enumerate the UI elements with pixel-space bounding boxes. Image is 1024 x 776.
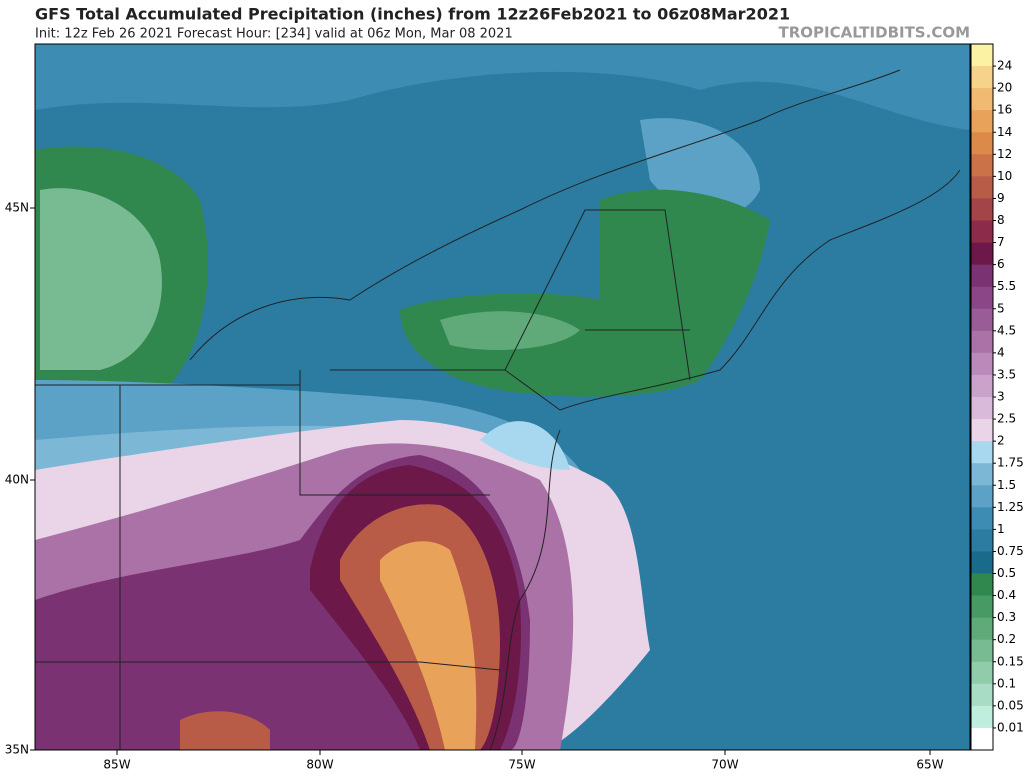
watermark: TROPICALTIDBITS.COM — [779, 24, 971, 42]
colorbar-label: 0.01 — [997, 720, 1024, 734]
colorbar-label: 0.3 — [997, 610, 1016, 624]
colorbar-swatch — [971, 154, 993, 177]
colorbar-swatch — [971, 88, 993, 111]
colorbar-label: 2 — [997, 434, 1005, 448]
colorbar-swatch — [971, 529, 993, 552]
colorbar-label: 14 — [997, 125, 1012, 139]
colorbar-swatch — [971, 419, 993, 442]
lat-label: 45N — [5, 201, 29, 215]
colorbar-swatch — [971, 110, 993, 133]
colorbar-label: 20 — [997, 81, 1012, 95]
colorbar-swatch — [971, 66, 993, 89]
colorbar-swatch — [971, 132, 993, 155]
colorbar-label: 3 — [997, 390, 1005, 404]
colorbar-label: 0.15 — [997, 654, 1024, 668]
colorbar-swatch — [971, 286, 993, 310]
colorbar-swatch — [971, 705, 993, 729]
lat-label: 35N — [5, 743, 29, 757]
lat-label: 40N — [5, 473, 29, 487]
colorbar-swatch — [971, 198, 993, 221]
lon-label: 75W — [508, 758, 535, 772]
colorbar-label: 1.5 — [997, 478, 1016, 492]
colorbar-label: 5 — [997, 301, 1005, 315]
colorbar-label: 1.25 — [997, 500, 1024, 514]
colorbar-label: 4 — [997, 345, 1005, 359]
colorbar-swatch — [971, 374, 993, 398]
lon-label: 65W — [916, 758, 943, 772]
colorbar-swatch — [971, 242, 993, 266]
colorbar-swatch — [971, 176, 993, 199]
colorbar-label: 16 — [997, 103, 1012, 117]
precip-area — [480, 421, 570, 470]
colorbar-swatch — [971, 220, 993, 244]
colorbar-swatch — [971, 639, 993, 663]
colorbar-label: 3.5 — [997, 367, 1016, 381]
colorbar-label: 24 — [997, 59, 1012, 73]
colorbar-label: 0.75 — [997, 544, 1024, 558]
colorbar-label: 7 — [997, 235, 1005, 249]
lon-label: 80W — [306, 758, 333, 772]
precip-area — [380, 541, 477, 750]
colorbar-swatch — [971, 507, 993, 530]
precip-area — [35, 44, 970, 130]
colorbar-label: 8 — [997, 213, 1005, 227]
map: 45N 40N 35N 85W 80W 75W 70W 65W — [5, 43, 971, 772]
colorbar-label: 0.05 — [997, 698, 1024, 712]
colorbar-label: 6 — [997, 257, 1005, 271]
borders — [35, 69, 961, 750]
colorbar-swatch — [971, 573, 993, 597]
colorbar-label: 2.5 — [997, 412, 1016, 426]
colorbar-swatch — [971, 661, 993, 685]
colorbar-swatch — [971, 330, 993, 354]
colorbar-swatch — [971, 352, 993, 376]
colorbar-label: 5.5 — [997, 279, 1016, 293]
colorbar-swatch — [971, 308, 993, 332]
colorbar-label: 0.4 — [997, 588, 1016, 602]
subtitle: Init: 12z Feb 26 2021 Forecast Hour: [23… — [35, 27, 513, 42]
colorbar-swatch — [971, 683, 993, 707]
precip-area — [40, 188, 162, 370]
colorbar-swatch — [971, 551, 993, 574]
colorbar-swatch — [971, 727, 993, 751]
colorbar-label: 0.2 — [997, 632, 1016, 646]
precip-area — [180, 711, 270, 750]
colorbar-swatch — [971, 595, 993, 619]
title: GFS Total Accumulated Precipitation (inc… — [35, 5, 790, 24]
colorbar-swatch — [971, 264, 993, 288]
colorbar-label: 9 — [997, 191, 1005, 205]
colorbar-swatch — [971, 617, 993, 641]
map-frame — [34, 43, 971, 751]
lon-label: 70W — [711, 758, 738, 772]
lon-label: 85W — [103, 758, 130, 772]
colorbar-swatch — [971, 485, 993, 508]
colorbar-label: 0.5 — [997, 566, 1016, 580]
colorbar-label: 0.1 — [997, 676, 1016, 690]
colorbar-label: 10 — [997, 169, 1012, 183]
colorbar-label: 4.5 — [997, 323, 1016, 337]
colorbar-swatch — [971, 44, 993, 67]
colorbar: 24 20 16 14 12 10 9 8 7 6 5.5 5 4.5 4 3.5 3 2.5 2 1.75 1.5 1… — [970, 43, 1024, 751]
colorbar-swatch — [971, 441, 993, 464]
precip-area — [440, 311, 580, 350]
colorbar-label: 12 — [997, 147, 1012, 161]
colorbar-label: 1 — [997, 522, 1005, 536]
colorbar-swatch — [971, 397, 993, 420]
colorbar-label: 1.75 — [997, 456, 1024, 470]
colorbar-swatch — [971, 463, 993, 486]
